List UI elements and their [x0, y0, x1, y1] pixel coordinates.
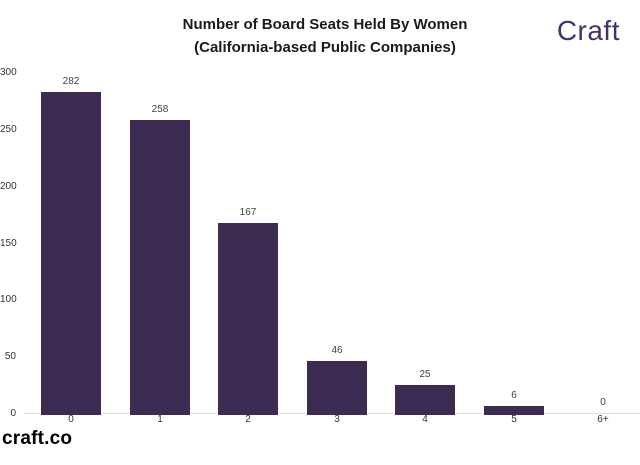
x-tick-label: 6+: [597, 414, 609, 425]
bar: [395, 385, 455, 415]
bar-value-label: 167: [239, 207, 257, 218]
y-tick-label: 0: [10, 408, 16, 419]
bar-value-label: 258: [151, 104, 169, 115]
x-tick-label: 3: [334, 414, 340, 425]
bar: [218, 223, 278, 415]
chart-subtitle: (California-based Public Companies): [194, 39, 456, 56]
bar: [484, 406, 544, 415]
y-tick-label: 100: [0, 294, 17, 306]
bar: [307, 361, 367, 415]
bar-value-label: 25: [419, 369, 431, 380]
x-tick-label: 0: [68, 414, 74, 425]
craft-logo: Craft: [556, 15, 620, 46]
x-tick-label: 1: [157, 414, 163, 425]
bar-value-label: 46: [331, 345, 343, 356]
bar: [41, 92, 101, 415]
bar: [130, 120, 190, 415]
y-tick-label: 150: [0, 237, 17, 249]
x-tick-label: 4: [422, 414, 428, 425]
bar-value-label: 282: [62, 76, 80, 87]
y-tick-label: 300: [0, 67, 17, 78]
bar-value-label: 6: [511, 390, 517, 401]
bar-value-label: 0: [600, 397, 606, 408]
chart-title: Number of Board Seats Held By Women: [182, 16, 468, 33]
y-tick-label: 50: [4, 351, 16, 363]
y-tick-label: 200: [0, 180, 17, 192]
chart-header: Number of Board Seats Held By Women (Cal…: [0, 13, 640, 59]
footer-watermark: craft.co: [2, 428, 73, 449]
x-tick-label: 5: [511, 414, 517, 425]
x-tick-label: 2: [245, 414, 251, 425]
y-tick-label: 250: [0, 123, 17, 135]
